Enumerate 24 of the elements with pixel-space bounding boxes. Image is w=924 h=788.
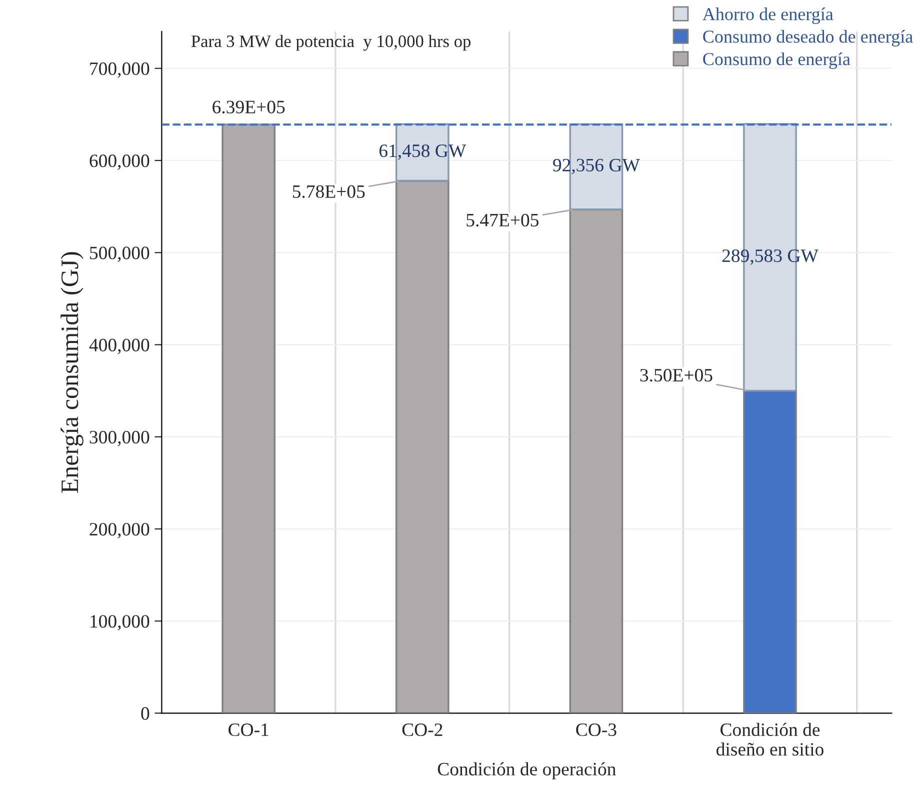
- y-tick-label: 300,000: [90, 430, 150, 446]
- legend-label: Consumo de energía: [703, 52, 850, 69]
- data-label: 3.50E+05: [640, 368, 712, 382]
- x-tick-label: CO-3: [576, 723, 616, 736]
- data-label: 5.78E+05: [292, 185, 365, 198]
- y-tick-label: 600,000: [90, 154, 150, 170]
- bar: [222, 124, 276, 714]
- x-tick-label: CO-1: [228, 723, 268, 736]
- bar: [743, 390, 797, 714]
- data-label: 5.47E+05: [466, 214, 539, 227]
- legend-label: Ahorro de energía: [702, 8, 834, 24]
- y-tick-label: 500,000: [90, 246, 150, 262]
- y-axis-title: Energía consumida (GJ): [60, 252, 84, 493]
- chart-title: Para 3 MW de potencia y 10,000 hrs op: [191, 34, 471, 51]
- x-tick-label: Condición de diseño en sitio: [716, 722, 824, 756]
- y-tick-label: 700,000: [90, 62, 150, 78]
- y-tick-label: 0: [141, 707, 150, 720]
- y-tick-label: 400,000: [89, 338, 150, 354]
- data-label: 6.39E+05: [212, 100, 285, 114]
- y-tick-label: 100,000: [90, 615, 150, 630]
- x-axis-title: Condición de operación: [438, 762, 616, 780]
- legend-label: Consumo deseado de energía: [703, 30, 913, 46]
- x-tick-label: CO-2: [402, 723, 442, 736]
- y-tick-label: 200,000: [90, 522, 150, 538]
